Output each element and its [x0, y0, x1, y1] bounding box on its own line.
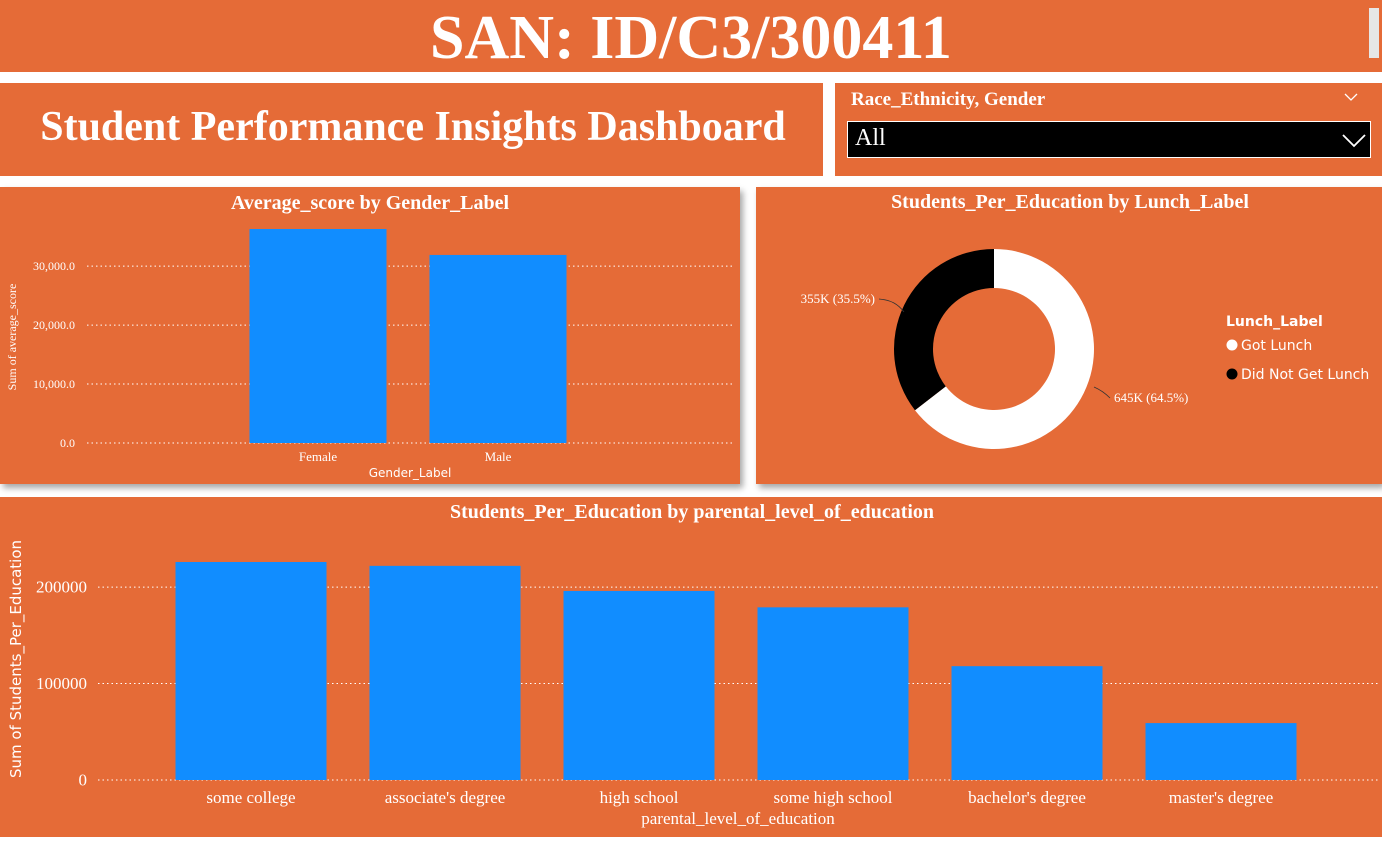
- x-axis-label: Gender_Label: [369, 466, 452, 480]
- data-label: 645K (64.5%): [1114, 390, 1188, 405]
- bar[interactable]: [757, 607, 909, 780]
- x-tick-label: some high school: [774, 788, 893, 807]
- legend-marker: [1226, 368, 1238, 380]
- chevron-down-icon[interactable]: [1343, 89, 1359, 105]
- chart-title: Students_Per_Education by Lunch_Label: [891, 191, 1249, 213]
- slicer-dropdown[interactable]: All: [847, 121, 1371, 158]
- bar[interactable]: [429, 254, 567, 443]
- x-tick-label: master's degree: [1169, 788, 1274, 807]
- y-tick-label: 30,000.0: [33, 259, 75, 273]
- gender-bar-chart: Average_score by Gender_Label Sum of ave…: [5, 192, 735, 480]
- bar[interactable]: [951, 666, 1103, 780]
- bar[interactable]: [369, 565, 521, 780]
- scrollbar[interactable]: [1369, 8, 1379, 58]
- legend-marker: [1226, 339, 1238, 351]
- donut-slice[interactable]: [914, 249, 1094, 450]
- chart-title: Students_Per_Education by parental_level…: [450, 501, 934, 523]
- education-bar-chart: Students_Per_Education by parental_level…: [7, 501, 1378, 828]
- y-axis-label: Sum of Students_Per_Education: [7, 540, 26, 778]
- legend-item[interactable]: Did Not Get Lunch: [1241, 367, 1369, 383]
- x-tick-label: Male: [485, 449, 512, 464]
- san-banner: SAN: ID/C3/300411: [0, 0, 1382, 72]
- dashboard-title: Student Performance Insights Dashboard: [40, 104, 786, 150]
- slicer-panel: Race_Ethnicity, Gender All: [835, 83, 1382, 176]
- lunch-donut-chart: Students_Per_Education by Lunch_Label Lu…: [801, 191, 1369, 450]
- x-axis-label: parental_level_of_education: [641, 809, 835, 828]
- gender-chart-panel: Average_score by Gender_Label Sum of ave…: [0, 187, 740, 484]
- x-tick-label: associate's degree: [385, 788, 506, 807]
- data-label: 355K (35.5%): [801, 291, 875, 306]
- slicer-label: Race_Ethnicity, Gender: [851, 89, 1046, 110]
- y-axis-label: Sum of average_score: [5, 284, 19, 391]
- leader-line: [878, 298, 905, 313]
- slicer-selected-value: All: [855, 125, 886, 151]
- chart-title: Average_score by Gender_Label: [231, 192, 510, 214]
- y-tick-label: 0: [79, 771, 88, 790]
- y-tick-label: 20,000.0: [33, 318, 75, 332]
- bar[interactable]: [175, 562, 327, 780]
- y-tick-label: 10,000.0: [33, 377, 75, 391]
- education-chart-panel: Students_Per_Education by parental_level…: [0, 497, 1382, 837]
- leader-line: [1093, 386, 1111, 399]
- x-tick-label: some college: [206, 788, 295, 807]
- bar[interactable]: [249, 229, 387, 443]
- bar[interactable]: [1145, 723, 1297, 780]
- y-tick-label: 200000: [36, 578, 87, 597]
- san-title: SAN: ID/C3/300411: [430, 4, 952, 72]
- chevron-down-icon: [1342, 134, 1366, 148]
- y-tick-label: 0.0: [60, 436, 75, 450]
- legend-title: Lunch_Label: [1226, 314, 1323, 330]
- y-tick-label: 100000: [36, 674, 87, 693]
- bar[interactable]: [563, 590, 715, 780]
- x-tick-label: bachelor's degree: [968, 788, 1086, 807]
- donut-slice[interactable]: [894, 249, 994, 411]
- x-tick-label: high school: [600, 788, 679, 807]
- title-panel: Student Performance Insights Dashboard: [0, 83, 823, 176]
- lunch-chart-panel: Students_Per_Education by Lunch_Label Lu…: [756, 187, 1382, 484]
- x-tick-label: Female: [299, 449, 337, 464]
- legend-item[interactable]: Got Lunch: [1241, 338, 1312, 354]
